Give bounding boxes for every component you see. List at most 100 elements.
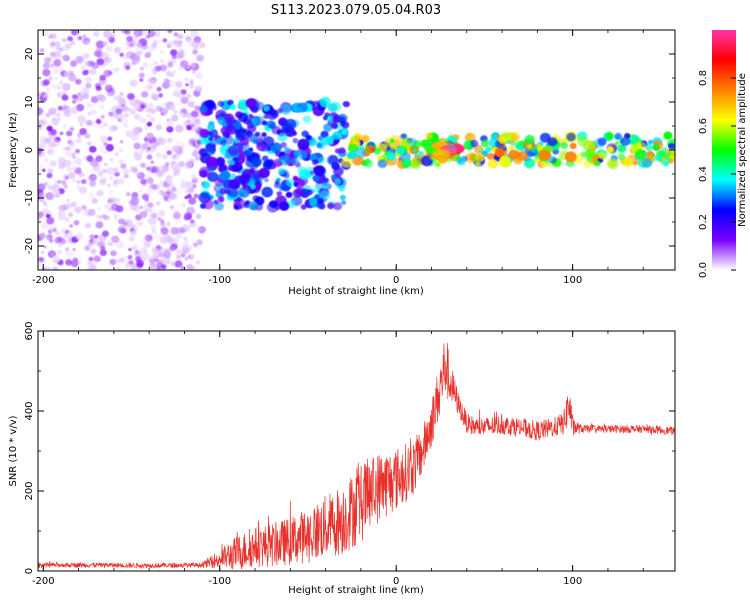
- spectrogram-cell: [38, 263, 42, 268]
- spectrogram-cell: [390, 145, 396, 150]
- spectrogram-cell: [360, 134, 370, 143]
- spectrogram-cell: [49, 142, 57, 148]
- spectrogram-cell: [283, 147, 290, 153]
- spectrogram-cell: [224, 153, 230, 159]
- spectrogram-cell: [76, 180, 81, 184]
- spectrogram-cell: [176, 233, 183, 239]
- snr-ylabel: SNR (10 * v/v): [8, 415, 19, 486]
- spectrogram-cell: [108, 190, 114, 195]
- spectrogram-cell: [67, 36, 73, 42]
- spectrogram-cell: [276, 191, 283, 197]
- spectrogram-cell: [47, 148, 54, 155]
- spectrogram-cell: [43, 79, 50, 86]
- spectrogram-cell: [594, 160, 601, 167]
- spectrogram-cell: [614, 133, 622, 140]
- spectrogram-cell: [45, 93, 52, 100]
- x-tick-label: 0: [393, 275, 399, 286]
- spectrogram-cell: [92, 161, 100, 169]
- spectrogram-cell: [530, 147, 537, 153]
- spectrogram-cell: [115, 240, 125, 249]
- spectrogram-cell: [48, 226, 53, 231]
- snr-xlabel: Height of straight line (km): [288, 585, 424, 596]
- spectrogram-cell: [205, 99, 215, 109]
- spectrogram-cell: [119, 140, 124, 144]
- spectrogram-cell: [199, 128, 210, 138]
- spectrogram-cell: [75, 31, 81, 37]
- spectrogram-cell: [150, 226, 156, 231]
- spectrogram-cell: [147, 30, 156, 38]
- spectrogram-cell: [126, 45, 132, 51]
- spectrogram-cell: [165, 260, 171, 265]
- spectrogram-cell: [547, 137, 558, 147]
- spectrogram-cell: [96, 189, 104, 197]
- spectrogram-cell: [124, 65, 131, 71]
- spectrogram-cell: [102, 41, 108, 47]
- spectrogram-cell: [192, 242, 198, 247]
- spectrogram-cell: [50, 129, 58, 136]
- spectrogram-cell: [43, 202, 49, 208]
- spectrogram-cell: [166, 221, 171, 226]
- snr-panel: -200 -100 0 100 0 200 400 600 Height of straigh…: [8, 321, 676, 596]
- spectrogram-cell: [70, 161, 75, 166]
- spectrogram-cell: [454, 155, 460, 160]
- spectrogram-cell: [261, 155, 269, 162]
- spectrogram-cell: [87, 242, 93, 248]
- spectrogram-cell: [84, 62, 90, 67]
- spectrogram-cell: [340, 128, 349, 136]
- spectrogram-cell: [337, 113, 348, 124]
- spectrogram-cell: [494, 148, 505, 158]
- spectrogram-cell: [280, 103, 292, 115]
- spectrogram-cell: [250, 184, 256, 190]
- spectrogram-cell: [132, 126, 142, 135]
- spectrogram-cell: [647, 139, 653, 145]
- spectrogram-cell: [136, 172, 141, 177]
- spectrogram-cell: [75, 57, 84, 64]
- spectrogram-cell: [165, 179, 172, 185]
- spectrogram-cell: [86, 266, 91, 270]
- spectrogram-cell: [189, 83, 195, 89]
- spectrogram-cell: [321, 182, 330, 190]
- x-tick-label: -200: [32, 275, 55, 286]
- spectrogram-cell: [617, 144, 627, 153]
- spectrogram-cell: [166, 188, 173, 195]
- spectrogram-cell: [162, 154, 168, 160]
- y-tick-label: -10: [24, 190, 35, 206]
- spectrogram-cell: [125, 40, 132, 46]
- spectrogram-cell: [492, 135, 498, 140]
- spectrogram-cell: [53, 58, 62, 67]
- spectrogram-cell: [652, 144, 660, 151]
- spectrogram-cell: [224, 113, 234, 123]
- spectrogram-cell: [237, 134, 245, 142]
- spectrogram-cell: [146, 154, 153, 160]
- spectrogram-cell: [139, 211, 148, 219]
- spectrogram-cell: [152, 94, 159, 101]
- spectrogram-cell: [46, 125, 53, 132]
- spectrogram-cell: [327, 103, 338, 113]
- spectrogram-cell: [96, 58, 105, 66]
- spectrogram-cell: [193, 118, 201, 126]
- y-tick-label: 400: [24, 401, 35, 420]
- spectrogram-cell: [155, 152, 162, 158]
- spectrogram-cell: [334, 178, 342, 185]
- spectrogram-cell: [435, 161, 441, 167]
- spectrogram-cell: [170, 261, 176, 266]
- spectrogram-cell: [432, 149, 451, 160]
- spectrogram-cell: [89, 68, 97, 75]
- spectrogram-cell: [103, 163, 108, 166]
- spectrogram-cell: [105, 143, 114, 152]
- spectrogram-cell: [149, 116, 156, 123]
- spectrogram-cell: [410, 159, 422, 170]
- spectrogram-cell: [180, 202, 186, 208]
- spectrogram-cell: [279, 154, 291, 166]
- spectrogram-cell: [87, 111, 93, 116]
- spectrogram-cell: [162, 38, 168, 43]
- spectrogram-cell: [285, 127, 296, 138]
- spectrogram-cell: [340, 156, 353, 168]
- spectrogram-cell: [72, 178, 76, 183]
- spectrogram-cell: [159, 49, 164, 54]
- spectrogram-cell: [333, 117, 340, 124]
- spectrogram-cell: [196, 260, 201, 265]
- spectrogram-cell: [318, 190, 331, 201]
- spectrogram-cell: [148, 213, 153, 217]
- spectrogram-cell: [118, 218, 125, 225]
